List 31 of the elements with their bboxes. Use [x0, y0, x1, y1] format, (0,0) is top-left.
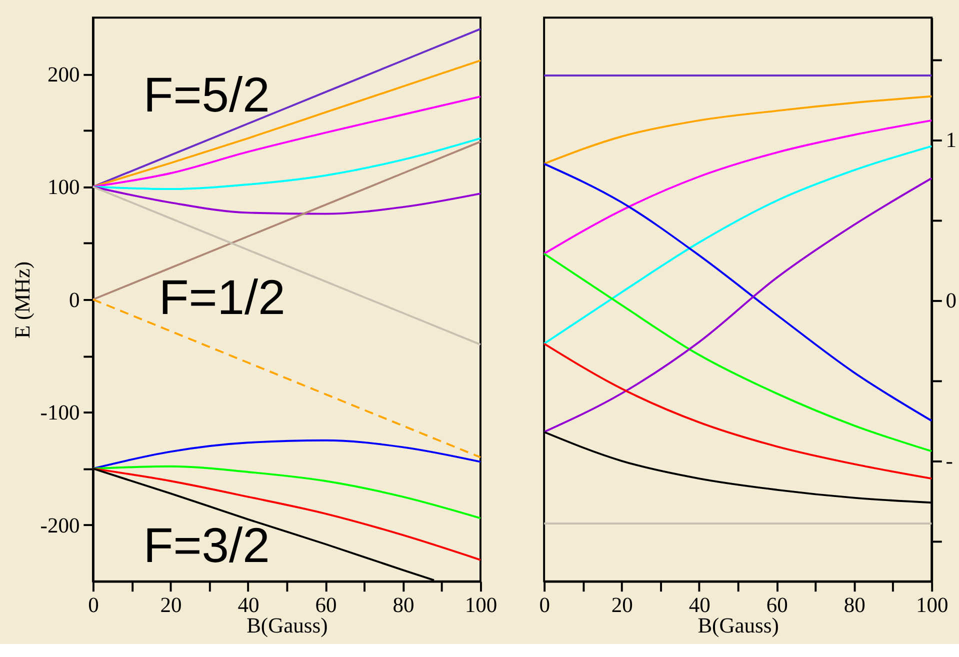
- line-series: [543, 252, 933, 452]
- y-tick-label: 200: [47, 62, 80, 86]
- x-tick-label: 100: [464, 593, 498, 618]
- line-series: [92, 186, 482, 215]
- line-series: [92, 465, 482, 520]
- x-tick-label: 0: [88, 593, 99, 618]
- line-series: [92, 60, 482, 188]
- y-tick-label: 0: [68, 288, 80, 312]
- x-tick-label: 20: [611, 593, 633, 618]
- line-series: [543, 342, 933, 480]
- x-tick-label: 0: [539, 593, 550, 618]
- y-tick-label: 100: [47, 175, 80, 200]
- y-tick-label: -100: [40, 400, 80, 425]
- x-tick-label: 80: [844, 593, 866, 618]
- y-tick-label: 0: [946, 288, 957, 313]
- line-series: [543, 119, 933, 255]
- annotation: F=3/2: [143, 519, 270, 574]
- annotation: F=5/2: [143, 68, 270, 122]
- line-series: [543, 95, 933, 165]
- y-tick-label: -: [946, 449, 953, 474]
- line-series: [92, 28, 482, 188]
- x-tick-label: 80: [392, 593, 414, 618]
- line-series: [543, 145, 933, 345]
- line-series: [92, 468, 482, 561]
- y-axis-title: E (MHz): [10, 261, 35, 339]
- x-tick-label: 20: [160, 593, 182, 618]
- y-tick-label: -200: [40, 513, 80, 538]
- y-tick-label: 1: [946, 128, 957, 152]
- line-series: [92, 186, 482, 346]
- line-series: [92, 439, 482, 470]
- annotation: F=1/2: [158, 271, 286, 326]
